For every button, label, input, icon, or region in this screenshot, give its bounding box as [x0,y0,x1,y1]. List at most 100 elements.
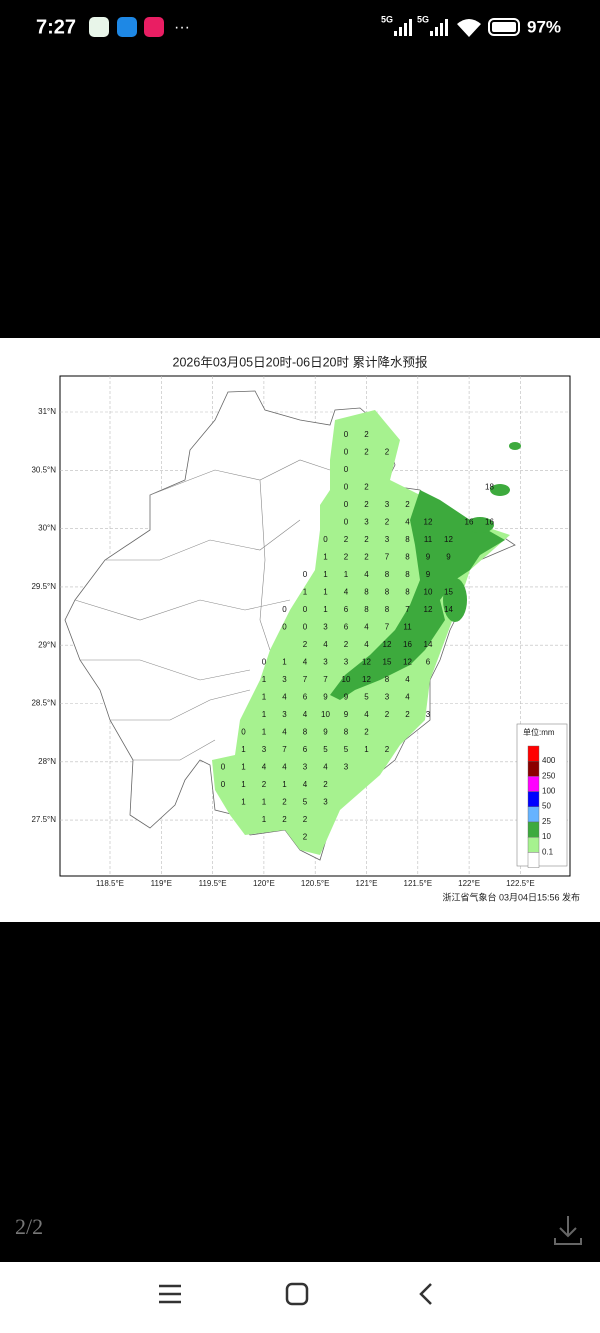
grid-value: 5 [323,745,328,754]
grid-value: 3 [323,658,328,667]
grid-value: 2 [303,815,308,824]
map-title: 2026年03月05日20时-06日20时 累计降水预报 [173,354,428,369]
menu-button[interactable] [159,1284,181,1304]
lat-label: 29.5°N [31,582,56,591]
lat-label: 27.5°N [31,815,56,824]
app-icon [144,17,164,37]
grid-value: 12 [362,658,371,667]
grid-value: 1 [241,798,246,807]
grid-value: 3 [344,763,349,772]
grid-value: 8 [364,605,369,614]
grid-value: 0 [344,518,349,527]
grid-value: 2 [344,640,349,649]
rain-area-dark [330,490,505,700]
grid-value: 4 [405,518,410,527]
grid-value: 3 [385,535,390,544]
island [509,442,521,450]
grid-value: 4 [262,763,267,772]
lon-label: 122.5°E [506,879,535,888]
grid-value: 14 [444,605,453,614]
grid-value: 0 [262,658,267,667]
footer: 浙江省气象台 03月04日15:56 发布 [442,891,580,902]
grid-value: 0 [241,728,246,737]
lat-label: 30.5°N [31,465,56,474]
grid-value: 3 [323,798,328,807]
legend-swatch [527,852,540,868]
grid-value: 2 [405,710,410,719]
network: 5G [417,14,429,24]
grid-value: 12 [424,605,433,614]
grid-value: 7 [385,623,390,632]
grid-value: 0 [282,623,287,632]
grid-value: 4 [323,640,328,649]
battery-icon [488,18,520,36]
lat-label: 28.5°N [31,699,56,708]
grid-value: 9 [446,553,451,562]
legend-label: 50 [542,802,551,811]
grid-value: 4 [364,623,369,632]
grid-value: 1 [262,710,267,719]
grid-value: 9 [344,693,349,702]
grid-value: 16 [465,518,474,527]
grid-value: 10 [321,710,330,719]
lat-label: 31°N [38,407,56,416]
app-icon [89,17,109,37]
grid-value: 2 [364,448,369,457]
grid-value: 7 [405,605,410,614]
grid-value: 2 [282,815,287,824]
grid-value: 3 [385,500,390,509]
grid-value: 2 [405,500,410,509]
grid-value: 7 [303,675,308,684]
grid-value: 4 [282,728,287,737]
legend-label: 0.1 [542,847,554,856]
grid-value: 6 [303,693,308,702]
home-button[interactable] [285,1282,309,1306]
grid-value: 2 [303,640,308,649]
grid-value: 0 [303,570,308,579]
axes: 31°N 30.5°N 30°N 29.5°N 29°N 28.5°N 28°N 27.5°N… [31,407,534,888]
page-indicator: 2/2 [15,1214,43,1239]
grid-value: 9 [344,710,349,719]
app-icon [117,17,137,37]
grid-value: 5 [303,798,308,807]
grid-value: 3 [364,518,369,527]
grid-value: 0 [344,483,349,492]
back-button[interactable] [419,1283,432,1305]
grid-value: 12 [403,658,412,667]
grid-value: 2 [364,728,369,737]
grid-value: 2 [385,448,390,457]
lat-label: 29°N [38,640,56,649]
network: 5G [381,14,393,24]
grid-value: 0 [303,605,308,614]
grid-value: 4 [323,763,328,772]
legend-label: 250 [542,771,556,780]
grid-value: 8 [385,605,390,614]
city-borders [74,459,331,761]
grid-value: 3 [323,623,328,632]
grid-value: 4 [303,780,308,789]
grid-value: 3 [282,710,287,719]
grid-value: 8 [405,588,410,597]
grid-value: 12 [424,518,433,527]
grid-value: 2 [385,518,390,527]
grid-value: 0 [221,763,226,772]
grid-value: 0 [344,500,349,509]
island [443,578,467,622]
download-button[interactable] [554,1216,582,1245]
grid-value: 3 [303,763,308,772]
legend-label: 10 [542,832,551,841]
grid-value: 8 [405,535,410,544]
grid-value: 9 [323,693,328,702]
legend-swatch [527,791,540,807]
grid-value: 4 [303,710,308,719]
island [466,517,494,533]
grid-value: 0 [303,623,308,632]
legend-label: 100 [542,787,556,796]
legend-swatch [527,837,540,853]
grid-value: 1 [262,815,267,824]
grid-value: 4 [344,588,349,597]
legend-box [516,723,568,867]
grid-value: 1 [262,728,267,737]
grid-value: 15 [383,658,392,667]
grid-value: 11 [424,535,433,544]
